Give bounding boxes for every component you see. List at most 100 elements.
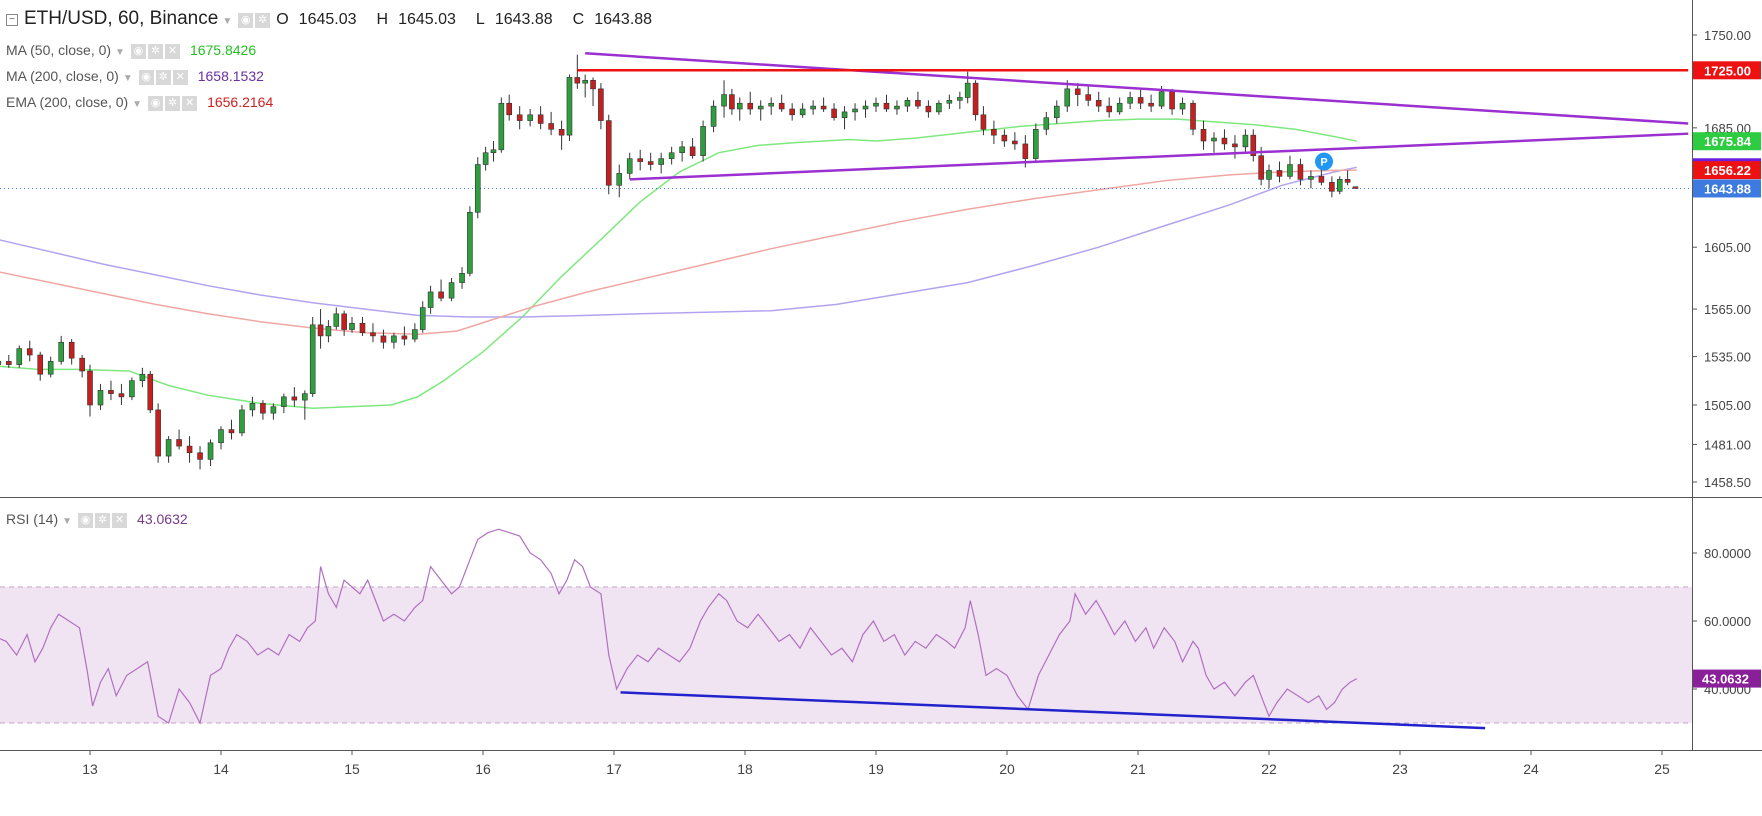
candle-body xyxy=(16,348,23,365)
candle-body xyxy=(1211,137,1217,142)
candle-body xyxy=(207,442,214,460)
candle-body xyxy=(427,291,434,308)
candle-body xyxy=(1287,164,1293,177)
candle-body xyxy=(1064,88,1071,107)
candle-body xyxy=(658,158,664,165)
candle-body xyxy=(946,100,953,104)
candle-body xyxy=(1012,140,1018,145)
indicator-legend-ma200[interactable]: MA (200, close, 0) ▼ ◉ ✲ ✕ 1658.1532 xyxy=(6,68,264,85)
candle-body xyxy=(1336,179,1343,192)
price-tick-label: 1605.00 xyxy=(1704,240,1751,255)
candle-body xyxy=(1329,182,1335,192)
close-label: C xyxy=(572,11,585,28)
candle-body xyxy=(97,390,104,406)
candle-body xyxy=(527,114,533,121)
collapse-icon[interactable]: − xyxy=(6,14,18,27)
gear-icon[interactable]: ✲ xyxy=(95,512,111,528)
candle-body xyxy=(391,335,397,343)
chevron-down-icon[interactable]: ▼ xyxy=(132,99,143,110)
chevron-down-icon[interactable]: ▼ xyxy=(222,16,233,27)
price-badge-label: 1656.22 xyxy=(1704,163,1751,178)
candle-body xyxy=(438,291,444,299)
candle-body xyxy=(1137,97,1144,104)
close-icon[interactable]: ✕ xyxy=(172,69,188,85)
candle-body xyxy=(548,123,554,130)
symbol-legend: − ETH/USD, 60, Binance ▼ ◉ ✲ O 1645.03 H 1645.03… xyxy=(6,8,672,30)
price-tick-label: 1565.00 xyxy=(1704,302,1751,317)
candle-body xyxy=(757,105,764,110)
candle-body xyxy=(778,102,785,110)
trend-line-1 xyxy=(629,132,1689,181)
candle-body xyxy=(1242,134,1249,148)
candle-body xyxy=(991,129,997,136)
candle-body xyxy=(1106,105,1112,113)
candle-body xyxy=(155,409,161,457)
close-icon[interactable]: ✕ xyxy=(182,95,198,111)
gear-icon[interactable]: ✲ xyxy=(165,95,181,111)
candle-body xyxy=(1179,102,1186,110)
eye-icon[interactable]: ◉ xyxy=(78,512,94,528)
high-label: H xyxy=(376,11,389,28)
rsi-pane xyxy=(0,528,1692,730)
eye-icon[interactable]: ◉ xyxy=(238,12,254,28)
indicator-label[interactable]: EMA (200, close, 0) xyxy=(6,94,129,110)
candle-body xyxy=(647,161,654,165)
close-icon[interactable]: ✕ xyxy=(164,43,180,59)
gear-icon[interactable]: ✲ xyxy=(255,12,271,28)
open-label: O xyxy=(276,11,289,28)
rsi-legend[interactable]: RSI (14) ▼ ◉ ✲ ✕ 43.0632 xyxy=(6,511,188,528)
candle-body xyxy=(1297,164,1304,180)
candle-body xyxy=(325,326,332,337)
candle-body xyxy=(729,94,735,110)
chevron-down-icon[interactable]: ▼ xyxy=(62,516,73,527)
candle-body xyxy=(1308,176,1314,180)
indicator-legend-ema200[interactable]: EMA (200, close, 0) ▼ ◉ ✲ ✕ 1656.2164 xyxy=(6,94,273,111)
chevron-down-icon[interactable]: ▼ xyxy=(122,73,133,84)
gear-icon[interactable]: ✲ xyxy=(147,43,163,59)
close-value: 1643.88 xyxy=(594,11,653,28)
rsi-tick-label: 80.0000 xyxy=(1704,546,1751,561)
rsi-line-0 xyxy=(0,528,1358,725)
candle-body xyxy=(1127,97,1133,104)
indicator-label[interactable]: MA (50, close, 0) xyxy=(6,42,112,58)
price-badge-label: 1643.88 xyxy=(1704,181,1751,196)
price-pane: P xyxy=(0,52,1692,470)
candle-body xyxy=(1232,143,1238,148)
candle-body xyxy=(317,324,324,337)
low-value: 1643.88 xyxy=(494,11,553,28)
rsi-label[interactable]: RSI (14) xyxy=(6,511,59,527)
candle-body xyxy=(605,120,612,186)
time-tick-label: 15 xyxy=(344,761,360,777)
candle-body xyxy=(668,152,675,159)
chevron-down-icon[interactable]: ▼ xyxy=(115,47,125,58)
indicator-label[interactable]: MA (200, close, 0) xyxy=(6,68,119,84)
candle-body xyxy=(915,100,921,107)
time-tick-label: 13 xyxy=(82,761,98,777)
eye-icon[interactable]: ◉ xyxy=(130,43,146,59)
candle-body xyxy=(1033,129,1039,159)
candle-body xyxy=(566,77,573,136)
indicator-line-0 xyxy=(0,118,1357,410)
candle-body xyxy=(852,108,858,113)
close-icon[interactable]: ✕ xyxy=(112,512,128,528)
time-tick-label: 22 xyxy=(1261,761,1277,777)
open-value: 1645.03 xyxy=(298,11,357,28)
eye-icon[interactable]: ◉ xyxy=(138,69,154,85)
candle-body xyxy=(401,335,408,340)
candle-body xyxy=(1053,105,1060,118)
candle-body xyxy=(679,146,685,154)
indicator-legend-ma50[interactable]: MA (50, close, 0) ▼ ◉ ✲ ✕ 1675.8426 xyxy=(6,42,256,59)
price-tick-label: 1505.00 xyxy=(1704,398,1751,413)
candle-body xyxy=(894,105,900,110)
candle-body xyxy=(936,102,942,113)
time-tick-label: 24 xyxy=(1523,761,1539,777)
candle-body xyxy=(228,429,235,434)
symbol-title[interactable]: ETH/USD, 60, Binance xyxy=(24,8,219,29)
eye-icon[interactable]: ◉ xyxy=(148,95,164,111)
gear-icon[interactable]: ✲ xyxy=(155,69,171,85)
candle-body xyxy=(747,102,754,110)
candle-body xyxy=(700,126,706,156)
rsi-band xyxy=(0,587,1692,723)
